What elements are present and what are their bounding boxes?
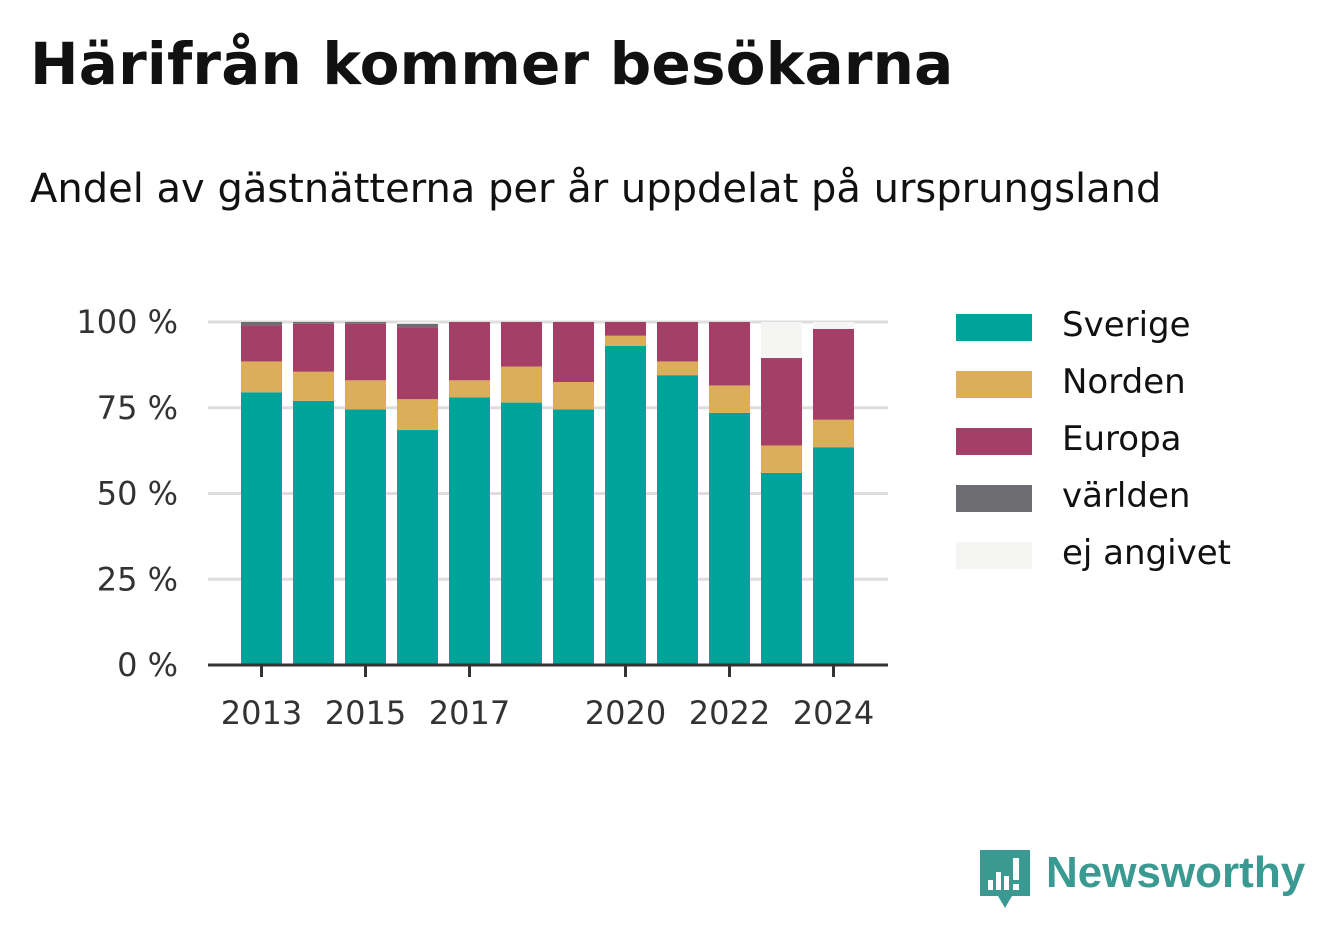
bar-segment-Europa-2022 xyxy=(709,322,750,386)
bar-segment-Sverige-2016 xyxy=(397,430,438,665)
bar-segment-Sverige-2023 xyxy=(761,472,802,665)
bar-segment-Norden-2022 xyxy=(709,385,750,413)
legend-label: Europa xyxy=(1062,419,1182,459)
bar-segment-Norden-2021 xyxy=(657,361,698,376)
y-tick-label: 50 % xyxy=(97,475,178,513)
bar-segment-Norden-2014 xyxy=(293,371,334,401)
bar-segment-Norden-2017 xyxy=(449,380,490,398)
bar-segment-Norden-2024 xyxy=(813,419,854,448)
y-tick-label: 25 % xyxy=(97,560,178,598)
x-tick-label: 2022 xyxy=(689,694,770,732)
legend-label: ej angivet xyxy=(1062,533,1231,573)
bar-segment-Sverige-2022 xyxy=(709,412,750,665)
bar-segment-Sverige-2013 xyxy=(241,392,282,665)
y-tick-label: 0 % xyxy=(117,646,178,684)
bar-segment-Sverige-2021 xyxy=(657,375,698,665)
bar-segment-Europa-2018 xyxy=(501,322,542,367)
bar-segment-Europa-2020 xyxy=(605,322,646,336)
bar-segment-Europa-2013 xyxy=(241,325,282,362)
chart-title: Härifrån kommer besökarna xyxy=(30,30,954,98)
bar-segment-Norden-2016 xyxy=(397,399,438,431)
bar-segment-Europa-2021 xyxy=(657,322,698,362)
legend-swatch xyxy=(956,485,1032,512)
legend-label: Norden xyxy=(1062,362,1186,402)
x-tick-label: 2020 xyxy=(585,694,666,732)
bar-segment-Europa-2016 xyxy=(397,327,438,400)
legend-swatch xyxy=(956,428,1032,455)
bar-segment-världen-2015 xyxy=(345,322,386,324)
x-tick-label: 2015 xyxy=(325,694,406,732)
bar-segment-Norden-2018 xyxy=(501,366,542,403)
legend-label: världen xyxy=(1062,476,1191,516)
y-tick-label: 100 % xyxy=(76,303,178,341)
y-tick-label: 75 % xyxy=(97,389,178,427)
bar-segment-Europa-2017 xyxy=(449,322,490,381)
bar-segment-Sverige-2019 xyxy=(553,409,594,665)
bar-segment-ej-angivet-2023 xyxy=(761,322,802,359)
x-tick-label: 2024 xyxy=(793,694,874,732)
axes: 0 % 25 % 50 % 75 % 100 % 2013 2015 2017 2020 2022… xyxy=(76,303,888,732)
legend-swatch xyxy=(956,542,1032,569)
bar-segment-Norden-2013 xyxy=(241,361,282,393)
bar-segment-Norden-2020 xyxy=(605,335,646,347)
bar-segment-ej-angivet-2024 xyxy=(813,322,854,329)
chart-subtitle: Andel av gästnätterna per år uppdelat på… xyxy=(30,166,1162,212)
bar-segment-Sverige-2017 xyxy=(449,397,490,665)
bar-segment-Norden-2019 xyxy=(553,382,594,410)
bar-segment-Sverige-2020 xyxy=(605,346,646,665)
newsworthy-wordmark: Newsworthy xyxy=(1046,848,1306,897)
bar-segment-ej-angivet-2016 xyxy=(397,322,438,324)
bar-segment-Europa-2019 xyxy=(553,322,594,383)
bar-segment-världen-2016 xyxy=(397,323,438,328)
bar-segment-Sverige-2024 xyxy=(813,447,854,665)
legend-swatch xyxy=(956,371,1032,398)
bar-segment-världen-2013 xyxy=(241,322,282,326)
bars xyxy=(241,322,854,665)
bar-segment-Sverige-2018 xyxy=(501,402,542,665)
bar-segment-Sverige-2015 xyxy=(345,409,386,665)
newsworthy-logo-icon xyxy=(980,850,1030,908)
bar-segment-Sverige-2014 xyxy=(293,400,334,665)
bar-segment-Europa-2023 xyxy=(761,358,802,446)
legend-label: Sverige xyxy=(1062,305,1191,345)
bar-segment-Norden-2015 xyxy=(345,380,386,410)
bar-segment-Europa-2024 xyxy=(813,328,854,420)
bar-segment-Norden-2023 xyxy=(761,445,802,473)
legend-swatch xyxy=(956,314,1032,341)
bar-segment-Europa-2014 xyxy=(293,323,334,372)
bar-segment-världen-2014 xyxy=(293,322,334,324)
x-tick-label: 2017 xyxy=(429,694,510,732)
bar-segment-Europa-2015 xyxy=(345,323,386,381)
x-tick-label: 2013 xyxy=(221,694,302,732)
